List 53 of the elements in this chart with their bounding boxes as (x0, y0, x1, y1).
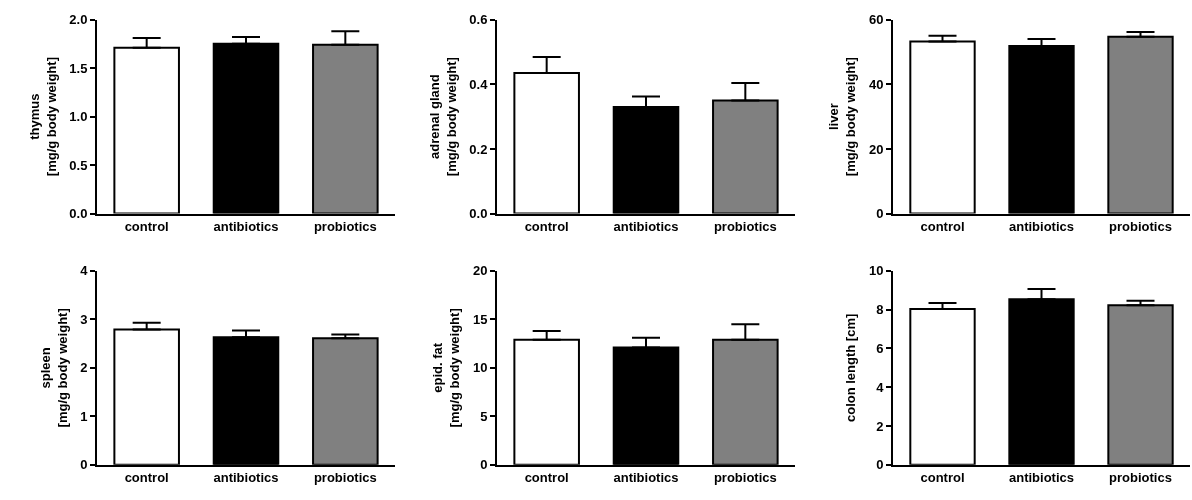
y-tick-label: 0.4 (469, 76, 489, 92)
y-tick-label: 1.0 (69, 109, 88, 125)
y-tick-label: 0.5 (69, 157, 88, 173)
x-tick-label: antibiotics (213, 219, 279, 235)
x-tick-label: antibiotics (1008, 219, 1075, 235)
y-tick-label: 3 (80, 311, 88, 327)
x-tick-label: probiotics (1109, 219, 1172, 235)
x-tick-label: control (920, 219, 965, 235)
x-tick-label: probiotics (1109, 470, 1172, 486)
y-tick-label: 0.2 (469, 141, 488, 157)
y-axis-title: epid. fat [mg/g body weight] (430, 308, 463, 428)
y-tick-label: 8 (876, 302, 884, 318)
x-tick-label: antibiotics (1008, 470, 1075, 486)
x-tick-label: control (524, 219, 569, 235)
y-tick-label: 0.0 (69, 206, 88, 222)
y-tick-label: 10 (868, 263, 884, 279)
y-axis-title: liver [mg/g body weight] (826, 57, 859, 177)
x-tick-label: control (920, 470, 965, 486)
y-tick-label: 0 (480, 457, 488, 473)
y-tick-label: 0 (876, 457, 884, 473)
y-tick-label: 2 (876, 418, 884, 434)
y-tick-label: 0 (876, 206, 884, 222)
x-tick-label: control (124, 219, 169, 235)
y-tick-label: 2 (80, 360, 88, 376)
x-tick-label: probiotics (313, 219, 377, 235)
x-tick-label: antibiotics (613, 470, 679, 486)
y-axis-title: adrenal gland [mg/g body weight] (426, 57, 459, 177)
y-tick-label: 0 (80, 457, 88, 473)
y-tick-label: 1.5 (69, 60, 88, 76)
x-tick-label: probiotics (713, 219, 777, 235)
y-tick-label: 40 (868, 76, 884, 92)
y-tick-label: 20 (472, 263, 488, 279)
x-tick-label: antibiotics (213, 470, 279, 486)
y-tick-label: 15 (472, 311, 488, 327)
y-axis-title: thymus [mg/g body weight] (26, 57, 59, 177)
y-tick-label: 6 (876, 340, 884, 356)
x-tick-label: probiotics (713, 470, 777, 486)
y-tick-label: 0.6 (469, 12, 488, 28)
y-tick-label: 20 (868, 141, 884, 157)
y-tick-label: 60 (868, 12, 884, 28)
y-axis-title: colon length [cm] (843, 313, 859, 423)
y-tick-label: 4 (80, 263, 89, 279)
y-tick-label: 0.0 (469, 206, 488, 222)
y-tick-label: 5 (480, 408, 488, 424)
y-axis-title: spleen [mg/g body weight] (37, 308, 70, 428)
x-tick-label: antibiotics (613, 219, 679, 235)
y-tick-label: 1 (80, 408, 88, 424)
x-tick-label: control (524, 470, 569, 486)
x-tick-label: control (124, 470, 169, 486)
y-tick-label: 10 (472, 360, 488, 376)
y-tick-label: 4 (876, 379, 885, 395)
x-tick-label: probiotics (313, 470, 377, 486)
y-tick-label: 2.0 (69, 12, 88, 28)
